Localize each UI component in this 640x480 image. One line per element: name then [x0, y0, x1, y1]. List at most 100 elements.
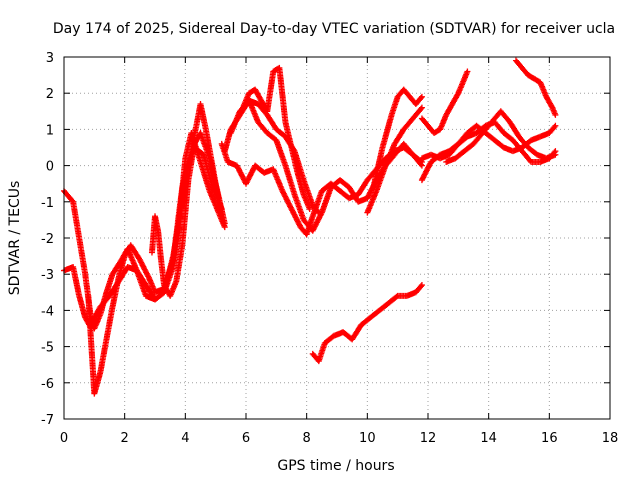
series-track-5 — [218, 140, 425, 238]
series-track-8 — [227, 97, 322, 216]
marker-trail — [116, 254, 128, 280]
x-tick-label: 10 — [359, 431, 376, 446]
y-axis-label: SDTVAR / TECUs — [7, 181, 23, 296]
marker-trail — [411, 152, 424, 165]
marker-trail — [292, 149, 307, 182]
marker-trail — [413, 95, 424, 106]
marker-trail — [368, 308, 382, 320]
marker-trail — [419, 160, 434, 182]
marker-trail — [316, 341, 328, 363]
marker-trail — [514, 58, 524, 70]
marker-trail — [155, 229, 164, 262]
marker-trail — [507, 120, 522, 139]
series-track-4 — [148, 130, 222, 299]
marker-trail — [70, 200, 82, 240]
marker-trail — [383, 142, 397, 168]
marker-trail — [283, 135, 297, 153]
x-tick-label: 2 — [121, 431, 129, 446]
marker-trail — [492, 120, 506, 135]
marker-trail — [252, 87, 264, 103]
marker-trail — [70, 265, 82, 298]
series-track-3 — [85, 101, 228, 397]
marker-trail — [273, 138, 288, 168]
marker-trail — [498, 109, 512, 124]
series-track-15 — [443, 108, 559, 165]
marker-trail — [228, 109, 243, 135]
series-track-9 — [309, 282, 425, 365]
marker-trail — [280, 189, 294, 211]
y-tick-label: -7 — [41, 413, 54, 428]
data-point — [418, 93, 425, 100]
marker-trail — [520, 66, 531, 77]
y-tick-label: -4 — [41, 304, 54, 319]
marker-trail — [104, 272, 115, 294]
marker-trail — [292, 193, 307, 222]
x-tick-label: 12 — [420, 431, 437, 446]
data-point — [215, 195, 222, 202]
marker-trail — [483, 130, 497, 143]
data-layer — [61, 57, 559, 397]
marker-trail — [128, 243, 142, 262]
series-track-10 — [364, 104, 425, 216]
marker-trail — [386, 293, 400, 306]
marker-trail — [185, 142, 198, 182]
marker-trail — [200, 153, 216, 189]
y-tick-label: 0 — [46, 160, 54, 175]
marker-trail — [471, 131, 485, 146]
x-tick-label: 14 — [480, 431, 497, 446]
marker-trail — [456, 131, 470, 146]
data-point — [418, 104, 425, 111]
x-axis-label: GPS time / hours — [277, 458, 394, 474]
marker-trail — [350, 323, 364, 341]
marker-trail — [97, 290, 110, 316]
data-point — [221, 220, 228, 227]
data-point — [464, 68, 471, 75]
marker-trail — [450, 91, 461, 106]
y-tick-label: -5 — [41, 341, 54, 356]
marker-trail — [532, 76, 542, 85]
chart-title: Day 174 of 2025, Sidereal Day-to-day VTE… — [53, 21, 615, 37]
marker-trail — [520, 149, 534, 164]
marker-trail — [462, 141, 476, 154]
marker-trail — [103, 305, 116, 341]
marker-trail — [179, 178, 192, 247]
marker-trail — [282, 164, 298, 196]
marker-trail — [256, 102, 270, 117]
marker-trail — [547, 124, 558, 135]
marker-trail — [264, 70, 277, 113]
x-tick-label: 16 — [541, 431, 558, 446]
marker-trail — [364, 189, 379, 215]
marker-trail — [310, 211, 325, 233]
marker-trail — [389, 95, 401, 117]
y-tick-label: 3 — [46, 51, 54, 66]
marker-trail — [323, 333, 336, 346]
marker-trail — [274, 127, 288, 139]
marker-trail — [359, 315, 373, 327]
marker-trail — [502, 130, 515, 143]
y-tick-label: 2 — [46, 87, 54, 102]
marker-trail — [453, 149, 467, 161]
marker-trail — [256, 120, 270, 135]
x-tick-label: 6 — [242, 431, 250, 446]
marker-trail — [401, 142, 415, 157]
marker-trail — [276, 66, 289, 124]
marker-trail — [97, 337, 110, 374]
marker-trail — [295, 171, 307, 197]
marker-trail — [526, 72, 536, 81]
marker-trail — [91, 370, 103, 396]
marker-trail — [492, 138, 506, 150]
marker-trail — [432, 127, 442, 136]
marker-trail — [410, 105, 424, 121]
marker-trail — [374, 164, 388, 193]
marker-trail — [544, 95, 555, 110]
marker-trail — [206, 156, 222, 200]
x-tick-label: 4 — [181, 431, 189, 446]
marker-trail — [270, 167, 285, 193]
data-point — [552, 111, 559, 118]
marker-trail — [109, 276, 122, 309]
y-tick-label: -3 — [41, 268, 54, 283]
series-track-12 — [418, 68, 471, 137]
marker-trail — [197, 102, 210, 135]
marker-trail — [392, 127, 406, 146]
marker-trail — [319, 185, 334, 215]
